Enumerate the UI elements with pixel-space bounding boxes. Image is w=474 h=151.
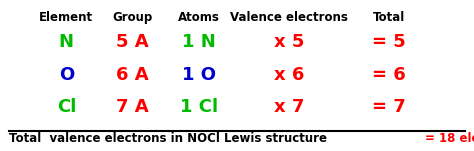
Text: x 7: x 7 xyxy=(274,98,304,116)
Text: 5 A: 5 A xyxy=(117,33,149,51)
Text: = 7: = 7 xyxy=(372,98,406,116)
Text: = 5: = 5 xyxy=(372,33,406,51)
Text: 6 A: 6 A xyxy=(117,66,149,85)
Text: Atoms: Atoms xyxy=(178,11,220,24)
Text: = 6: = 6 xyxy=(372,66,406,85)
Text: Group: Group xyxy=(113,11,153,24)
Text: Cl: Cl xyxy=(57,98,76,116)
Text: Element: Element xyxy=(39,11,93,24)
Text: Total  valence electrons in NOCl Lewis structure: Total valence electrons in NOCl Lewis st… xyxy=(9,132,332,145)
Text: Total: Total xyxy=(373,11,405,24)
Text: 1 Cl: 1 Cl xyxy=(180,98,218,116)
Text: x 6: x 6 xyxy=(274,66,304,85)
Text: 1 O: 1 O xyxy=(182,66,216,85)
Text: N: N xyxy=(59,33,74,51)
Text: 7 A: 7 A xyxy=(117,98,149,116)
Text: = 18 electrons: = 18 electrons xyxy=(425,132,474,145)
Text: Valence electrons: Valence electrons xyxy=(230,11,348,24)
Text: 1 N: 1 N xyxy=(182,33,216,51)
Text: O: O xyxy=(59,66,74,85)
Text: x 5: x 5 xyxy=(274,33,304,51)
